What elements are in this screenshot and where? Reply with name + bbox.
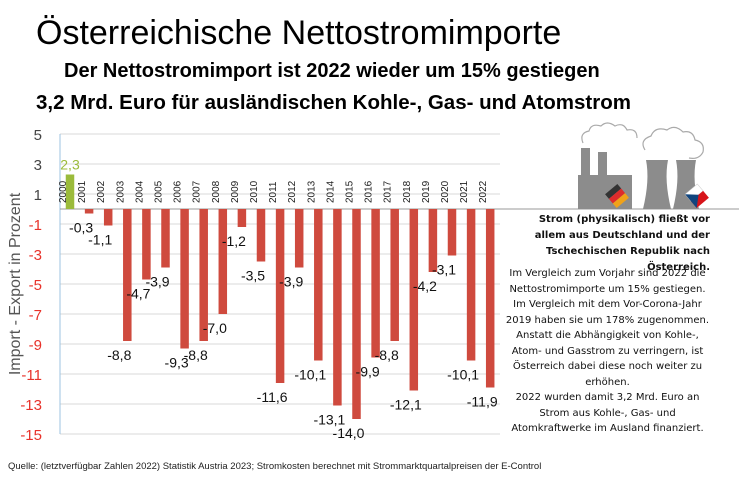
bar-2016 xyxy=(371,209,380,358)
data-label: 2,3 xyxy=(60,157,80,173)
data-label: -13,1 xyxy=(313,412,345,428)
bar-2000 xyxy=(65,174,75,209)
bar-2008 xyxy=(218,209,228,314)
germany-flag-icon xyxy=(605,183,629,209)
data-label: -14,0 xyxy=(333,425,365,441)
x-tick-label: 2004 xyxy=(134,180,145,203)
x-tick-label: 2015 xyxy=(345,180,356,203)
data-label: -10,1 xyxy=(294,367,326,383)
bar-2002 xyxy=(103,209,113,226)
x-tick-label: 2022 xyxy=(478,180,489,203)
page-title: Österreichische Nettostromimporte xyxy=(36,14,562,52)
y-tick-label: -15 xyxy=(20,427,42,444)
y-tick-label: -9 xyxy=(29,337,42,354)
explanation-paragraph: Im Vergleich zum Vorjahr sind 2022 die N… xyxy=(505,268,710,388)
data-label: -11,6 xyxy=(257,389,288,405)
data-label: -4,2 xyxy=(413,278,437,294)
x-tick-label: 2005 xyxy=(154,180,165,203)
bar-2007 xyxy=(199,209,208,341)
y-tick-label: -3 xyxy=(29,247,42,264)
x-tick-label: 2017 xyxy=(383,180,394,203)
y-tick-label: -5 xyxy=(29,277,42,294)
data-label: -7,0 xyxy=(203,320,227,336)
x-tick-label: 2012 xyxy=(287,180,298,203)
source-note: Quelle: (letztverfügbar Zahlen 2022) Sta… xyxy=(8,461,542,472)
bar-2018 xyxy=(409,209,419,391)
czech-flag-icon xyxy=(684,183,709,209)
x-tick-label: 2008 xyxy=(211,180,222,203)
bar-2014 xyxy=(333,209,342,406)
y-axis-title: Import - Export in Prozent xyxy=(7,192,24,375)
y-tick-label: -13 xyxy=(20,397,42,414)
x-tick-label: 2020 xyxy=(440,180,451,203)
data-label: -3,5 xyxy=(241,268,265,284)
data-label: -3,9 xyxy=(279,274,303,290)
cooling-tower-icon xyxy=(643,160,699,209)
data-label: -8,8 xyxy=(375,347,399,363)
power-plant-illustration xyxy=(578,122,709,209)
x-tick-label: 2014 xyxy=(325,180,336,203)
explanation-text: Im Vergleich zum Vorjahr sind 2022 die N… xyxy=(505,266,710,437)
bar-2009 xyxy=(237,209,247,227)
subtitle-import-increase: Der Nettostromimport ist 2022 wieder um … xyxy=(64,60,600,82)
x-tick-label: 2007 xyxy=(192,180,203,203)
x-tick-label: 2006 xyxy=(173,180,184,203)
x-tick-label: 2002 xyxy=(96,180,107,203)
bar-2022 xyxy=(485,209,495,388)
x-tick-label: 2000 xyxy=(58,180,69,203)
data-label: -1,2 xyxy=(222,233,246,249)
x-tick-label: 2021 xyxy=(459,180,470,203)
bar-2012 xyxy=(294,209,304,268)
bar-2005 xyxy=(161,209,170,268)
data-label: -3,1 xyxy=(432,262,456,278)
data-label: -10,1 xyxy=(447,367,479,383)
bar-2015 xyxy=(352,209,361,419)
data-label: -9,9 xyxy=(356,364,380,380)
bar-2019 xyxy=(428,209,438,272)
data-label: -3,9 xyxy=(145,274,169,290)
bar-2001 xyxy=(84,209,94,214)
y-tick-label: -11 xyxy=(21,367,42,384)
bar-2003 xyxy=(123,209,132,341)
explanation-cost-paragraph: 2022 wurden damit 3,2 Mrd. Euro an Strom… xyxy=(511,392,704,434)
x-tick-label: 2019 xyxy=(421,180,432,203)
x-tick-label: 2009 xyxy=(230,180,241,203)
flow-note: Strom (physikalisch) fließt vor allem au… xyxy=(534,214,710,273)
data-label: -9,3 xyxy=(165,355,189,371)
data-label: -1,1 xyxy=(88,232,112,248)
y-tick-label: -7 xyxy=(29,307,42,324)
x-tick-label: 2016 xyxy=(364,180,375,203)
data-label: -8,8 xyxy=(184,347,208,363)
bar-2021 xyxy=(466,209,476,361)
y-tick-label: -1 xyxy=(29,217,42,234)
bar-2020 xyxy=(447,209,457,256)
data-label: -0,3 xyxy=(69,220,93,236)
y-tick-label: 3 xyxy=(34,157,42,174)
data-label: -12,1 xyxy=(390,397,422,413)
coal-plant-icon xyxy=(578,148,632,209)
x-tick-label: 2011 xyxy=(268,181,279,203)
data-label: -11,9 xyxy=(467,394,498,410)
x-tick-label: 2018 xyxy=(402,180,413,203)
data-label: -4,7 xyxy=(126,286,150,302)
y-tick-label: 1 xyxy=(34,187,42,204)
x-tick-label: 2001 xyxy=(77,180,88,203)
bar-2013 xyxy=(314,209,323,361)
bar-2006 xyxy=(180,209,189,349)
y-tick-label: 5 xyxy=(34,127,42,144)
subtitle-cost: 3,2 Mrd. Euro für ausländischen Kohle-, … xyxy=(36,91,631,114)
bar-2004 xyxy=(142,209,151,280)
bar-2017 xyxy=(390,209,399,341)
bar-2011 xyxy=(275,209,285,383)
x-tick-label: 2003 xyxy=(115,180,126,203)
x-tick-label: 2013 xyxy=(306,180,317,203)
x-tick-label: 2010 xyxy=(249,180,260,203)
data-label: -8,8 xyxy=(107,347,131,363)
bar-2010 xyxy=(256,209,266,262)
